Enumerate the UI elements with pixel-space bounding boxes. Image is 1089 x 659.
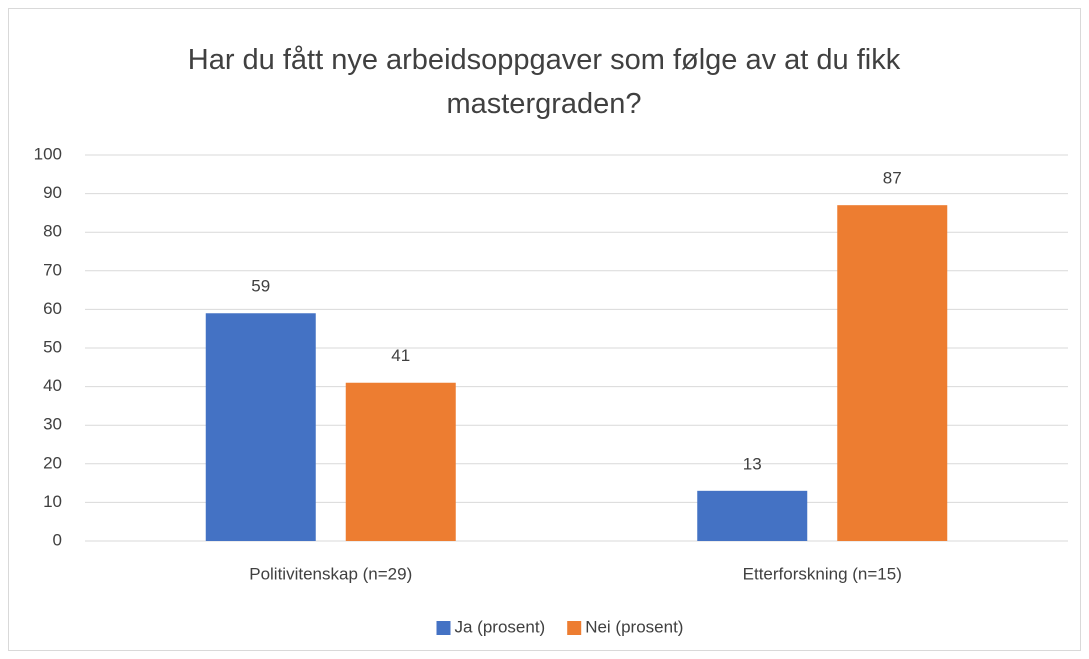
bar [697, 490, 808, 541]
y-tick-label: 60 [43, 299, 62, 318]
y-tick-label: 30 [43, 415, 62, 434]
y-tick-label: 20 [43, 453, 62, 472]
y-tick-label: 90 [43, 183, 62, 202]
bar [837, 205, 948, 541]
x-tick-label: Politivitenskap (n=29) [249, 564, 412, 583]
bar [345, 382, 456, 541]
y-tick-label: 80 [43, 222, 62, 241]
legend-swatch [436, 621, 451, 635]
y-tick-label: 100 [34, 144, 62, 163]
data-label: 59 [251, 277, 270, 296]
chart-title: Har du fått nye arbeidsoppgaver som følg… [187, 44, 901, 120]
data-label: 41 [391, 346, 410, 365]
legend-label: Nei (prosent) [585, 617, 683, 636]
y-tick-label: 10 [43, 492, 62, 511]
legend-label: Ja (prosent) [455, 617, 546, 636]
data-label: 13 [743, 454, 762, 473]
y-tick-label: 50 [43, 337, 62, 356]
x-tick-label: Etterforskning (n=15) [743, 564, 902, 583]
bar [205, 313, 316, 541]
data-label: 87 [883, 169, 902, 188]
legend-swatch [567, 621, 582, 635]
y-tick-label: 0 [53, 530, 62, 549]
y-tick-label: 40 [43, 376, 62, 395]
y-tick-label: 70 [43, 260, 62, 279]
